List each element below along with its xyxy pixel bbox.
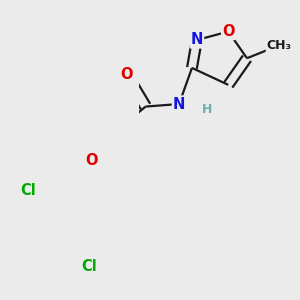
Text: N: N [173, 97, 185, 112]
Text: Cl: Cl [81, 259, 97, 274]
Text: Cl: Cl [20, 183, 36, 198]
Text: N: N [191, 32, 203, 47]
Text: CH₃: CH₃ [267, 39, 292, 52]
Text: O: O [222, 24, 235, 39]
Text: H: H [202, 103, 213, 116]
Text: O: O [120, 67, 133, 82]
Text: O: O [85, 153, 98, 168]
